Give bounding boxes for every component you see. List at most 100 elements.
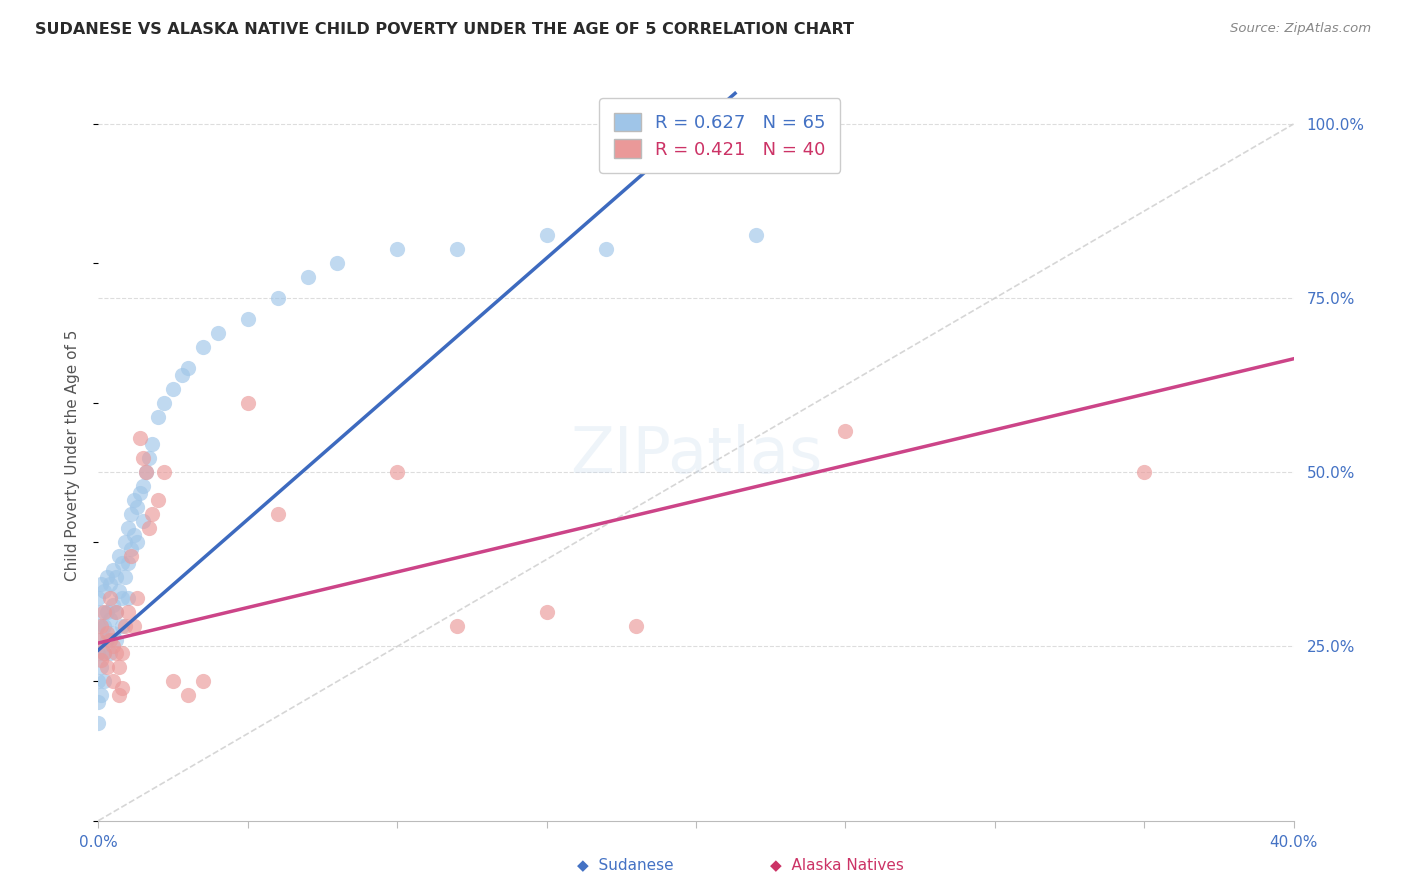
Point (90, 660, 112, 674)
Point (98, 576, 122, 591)
Point (129, 486, 152, 500)
Point (135, 466, 157, 480)
Point (93, 647, 115, 661)
Point (236, 312, 259, 326)
Point (111, 591, 134, 605)
Point (93, 583, 115, 598)
Point (129, 430, 152, 444)
Point (90, 688, 112, 702)
Point (132, 451, 155, 466)
Point (127, 591, 149, 605)
Point (385, 466, 409, 480)
Point (87, 647, 110, 661)
Point (96, 625, 118, 640)
Point (138, 451, 160, 466)
Point (108, 660, 131, 674)
Point (105, 647, 128, 661)
Point (148, 409, 170, 424)
Point (108, 549, 131, 563)
Point (536, 605, 558, 619)
Text: Source: ZipAtlas.com: Source: ZipAtlas.com (1230, 22, 1371, 36)
Point (93, 605, 115, 619)
Point (114, 535, 136, 549)
Point (191, 674, 214, 689)
Point (120, 541, 142, 556)
Point (120, 549, 142, 563)
Point (138, 521, 160, 535)
Text: ◆  Alaska Natives: ◆ Alaska Natives (769, 857, 904, 872)
Point (135, 466, 157, 480)
Point (90, 605, 112, 619)
Point (1133, 466, 1156, 480)
Point (127, 500, 149, 515)
Point (111, 647, 134, 661)
Point (90, 653, 112, 667)
Point (124, 618, 146, 632)
Point (117, 521, 139, 535)
Point (446, 243, 468, 257)
Y-axis label: Child Poverty Under the Age of 5: Child Poverty Under the Age of 5 (65, 329, 80, 581)
Point (103, 598, 125, 612)
Point (124, 493, 146, 508)
Point (114, 570, 136, 584)
Point (111, 556, 134, 570)
Point (177, 360, 200, 375)
Point (207, 326, 229, 340)
Point (105, 605, 128, 619)
Point (98, 591, 122, 605)
Point (162, 382, 184, 396)
Point (90, 576, 112, 591)
Text: SUDANESE VS ALASKA NATIVE CHILD POVERTY UNDER THE AGE OF 5 CORRELATION CHART: SUDANESE VS ALASKA NATIVE CHILD POVERTY … (35, 22, 855, 37)
Point (111, 618, 134, 632)
Point (96, 660, 118, 674)
Point (108, 583, 131, 598)
Point (87, 632, 110, 647)
Point (536, 228, 558, 243)
Point (117, 556, 139, 570)
Point (103, 563, 125, 577)
Point (103, 625, 125, 640)
Point (745, 228, 768, 243)
Point (90, 618, 112, 632)
Point (96, 570, 118, 584)
Point (177, 688, 200, 702)
Point (103, 640, 125, 654)
Point (141, 437, 163, 451)
Point (191, 340, 214, 354)
Point (87, 618, 110, 632)
Point (87, 716, 110, 731)
Point (108, 688, 131, 702)
Point (96, 605, 118, 619)
Point (595, 243, 617, 257)
Point (124, 528, 146, 542)
Point (267, 507, 290, 521)
Point (98, 647, 122, 661)
Point (297, 270, 319, 285)
Point (105, 632, 128, 647)
Point (111, 681, 134, 696)
Point (162, 674, 184, 689)
Point (236, 395, 259, 409)
Point (267, 291, 290, 305)
Point (93, 674, 115, 689)
Point (153, 466, 176, 480)
Point (148, 493, 170, 508)
Text: ZIPatlas: ZIPatlas (569, 424, 823, 486)
Point (90, 632, 112, 647)
Point (834, 424, 856, 438)
Point (87, 591, 110, 605)
Point (87, 695, 110, 709)
Point (93, 647, 115, 661)
Legend: R = 0.627   N = 65, R = 0.421   N = 40: R = 0.627 N = 65, R = 0.421 N = 40 (599, 98, 841, 173)
Point (98, 612, 122, 626)
Point (98, 632, 122, 647)
Point (105, 570, 128, 584)
Point (626, 618, 648, 632)
Text: ◆  Sudanese: ◆ Sudanese (578, 857, 673, 872)
Point (117, 605, 139, 619)
Point (141, 507, 163, 521)
Point (114, 618, 136, 632)
Point (93, 618, 115, 632)
Point (132, 514, 155, 528)
Point (326, 256, 349, 270)
